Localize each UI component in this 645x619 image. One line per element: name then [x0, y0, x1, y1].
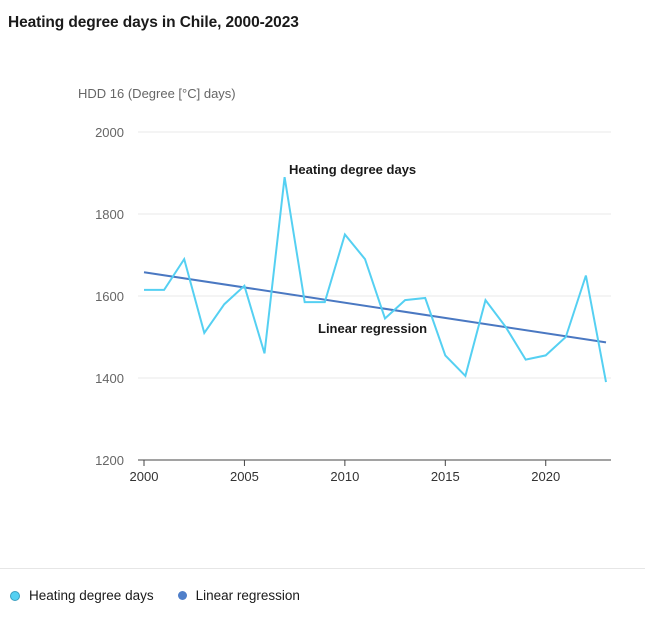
x-axis: 2000 2005 2010 2015 2020	[130, 459, 611, 484]
y-tick-label-1600: 1600	[95, 289, 124, 304]
series-lines	[143, 176, 607, 383]
x-tick-label-2010: 2010	[330, 469, 359, 484]
y-tick-label-2000: 2000	[95, 125, 124, 140]
legend-item-regression[interactable]: Linear regression	[177, 588, 300, 603]
chart-title: Heating degree days in Chile, 2000-2023	[8, 14, 299, 31]
legend-item-hdd[interactable]: Heating degree days	[10, 588, 154, 603]
line-chart: HDD 16 (Degree [°C] days) 1200 1400 1600 18…	[78, 86, 611, 484]
y-axis-ticks: 1200 1400 1600 1800 2000	[95, 125, 124, 468]
y-axis-label: HDD 16 (Degree [°C] days)	[78, 86, 236, 101]
gridlines	[138, 131, 611, 379]
y-tick-label-1200: 1200	[95, 453, 124, 468]
legend-divider	[0, 568, 645, 569]
annotation-linear-regression: Linear regression	[318, 321, 427, 336]
x-tick-label-2015: 2015	[431, 469, 460, 484]
legend-label-hdd: Heating degree days	[29, 588, 154, 603]
y-tick-label-1400: 1400	[95, 371, 124, 386]
legend: Heating degree days Linear regression	[10, 588, 324, 603]
y-tick-label-1800: 1800	[95, 207, 124, 222]
x-tick-label-2000: 2000	[130, 469, 159, 484]
legend-label-regression: Linear regression	[195, 588, 300, 603]
series-line-linear-regression	[143, 271, 607, 344]
legend-marker-regression	[177, 591, 187, 600]
annotation-heating-degree-days: Heating degree days	[289, 162, 416, 177]
series-line-heating-degree-days	[144, 176, 607, 383]
x-tick-label-2020: 2020	[531, 469, 560, 484]
legend-marker-hdd	[10, 590, 20, 601]
x-tick-label-2005: 2005	[230, 469, 259, 484]
